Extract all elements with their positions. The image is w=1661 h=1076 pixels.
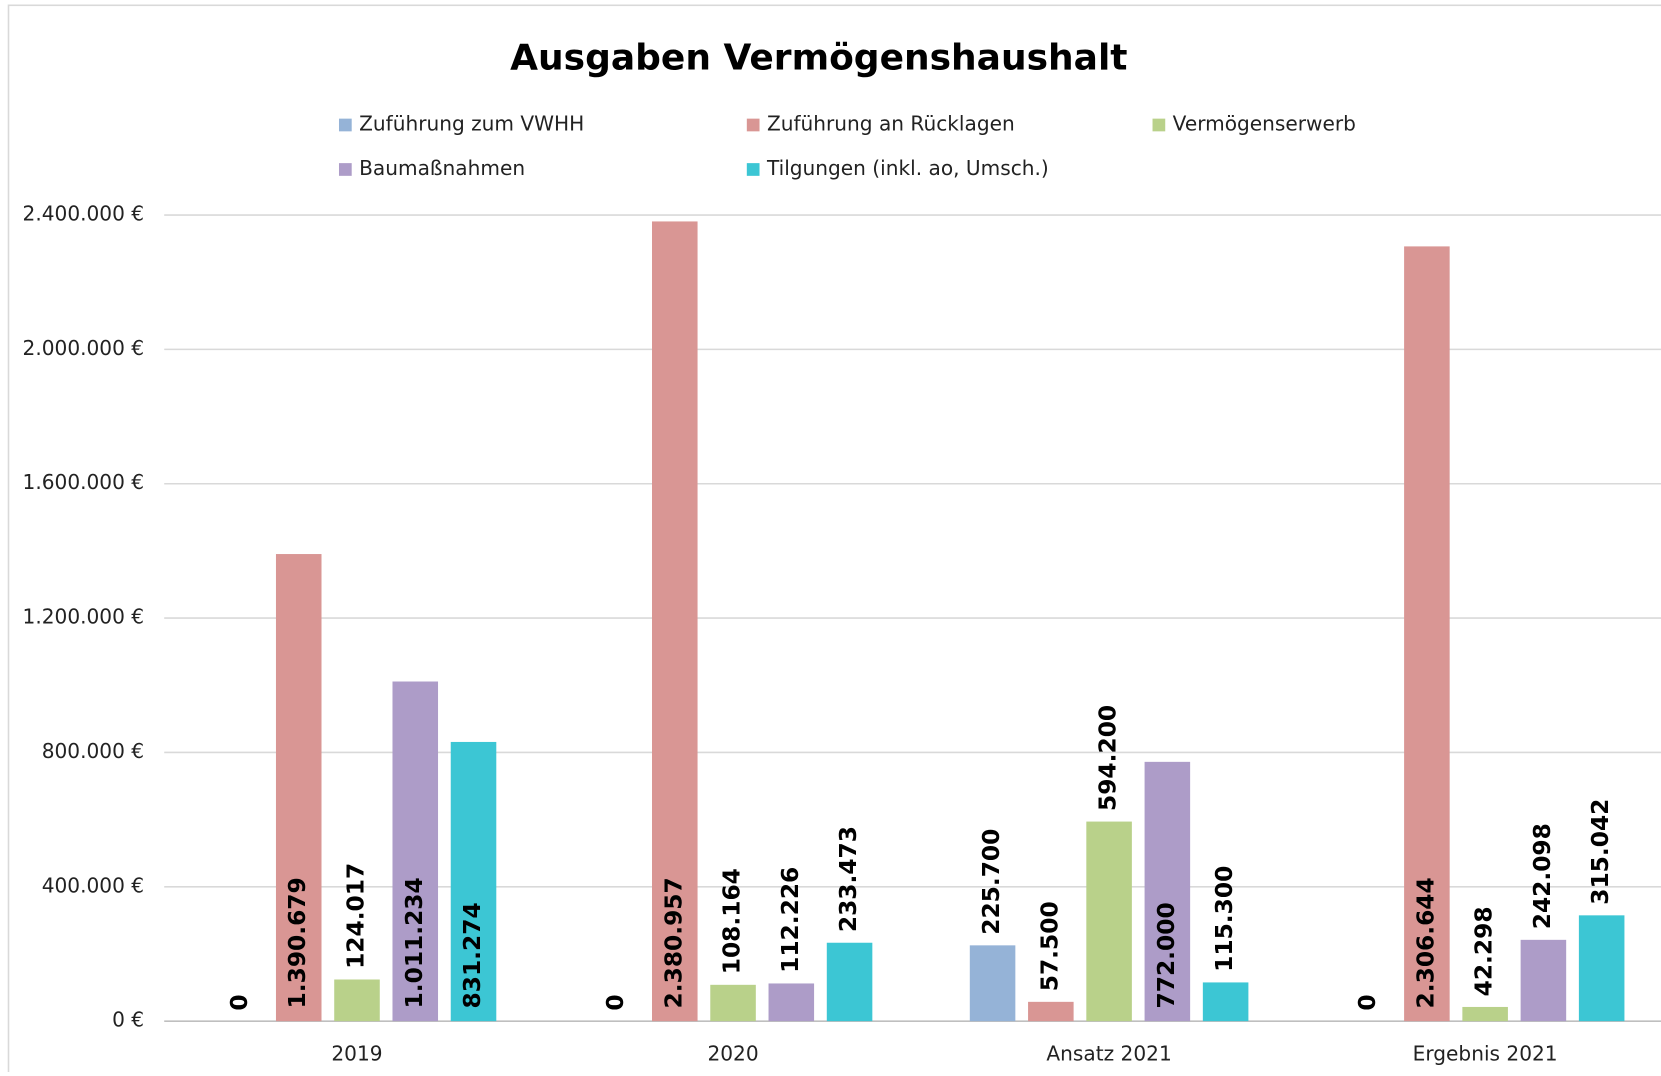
data-label: 124.017: [342, 863, 369, 969]
data-label: 0: [602, 994, 629, 1010]
bar: [1462, 1006, 1508, 1022]
bar: [450, 741, 497, 1022]
data-label: 772.000: [1153, 902, 1180, 1008]
legend-swatch: [746, 163, 760, 176]
legend-swatch: [1152, 118, 1166, 132]
x-tick-label: Ansatz 2021: [1046, 1042, 1171, 1066]
data-label: 112.226: [777, 867, 804, 973]
y-tick-label: 1.600.000 €: [23, 470, 145, 494]
data-label: 108.164: [719, 868, 746, 974]
bar: [334, 979, 380, 1022]
data-label: 42.298: [1471, 906, 1498, 996]
data-label: 242.098: [1529, 823, 1556, 929]
data-label: 233.473: [835, 826, 862, 932]
bar: [826, 942, 873, 1022]
bar: [969, 945, 1016, 1022]
legend-swatch: [338, 118, 352, 132]
bar: [1086, 821, 1132, 1022]
bar: [1144, 761, 1191, 1022]
data-label: 1.011.234: [401, 877, 428, 1008]
y-tick-label: 0 €: [112, 1008, 144, 1032]
data-label: 57.500: [1036, 901, 1063, 991]
data-label: 1.390.679: [284, 877, 311, 1008]
x-tick-label: 2019: [331, 1042, 382, 1066]
y-tick-label: 2.000.000 €: [23, 336, 145, 360]
bar: [1202, 982, 1249, 1022]
legend-label: Baumaßnahmen: [359, 156, 525, 180]
bar: [392, 681, 439, 1022]
bar: [710, 984, 756, 1022]
data-label: 115.300: [1211, 866, 1238, 972]
legend-label: Vermögenserwerb: [1173, 111, 1356, 135]
legend-label: Zuführung an Rücklagen: [767, 111, 1015, 135]
chart-title: Ausgaben Vermögenshaushalt: [510, 37, 1127, 78]
data-label: 0: [1354, 994, 1381, 1010]
legend-swatch: [746, 118, 760, 132]
data-label: 594.200: [1095, 705, 1122, 811]
y-tick-label: 800.000 €: [42, 739, 144, 763]
data-label: 2.380.957: [660, 877, 687, 1008]
y-tick-label: 1.200.000 €: [23, 605, 145, 629]
bar: [1578, 915, 1625, 1022]
bar: [1520, 939, 1567, 1022]
legend-label: Tilgungen (inkl. ao, Umsch.): [766, 156, 1049, 180]
data-label: 225.700: [978, 829, 1005, 935]
legend-swatch: [338, 163, 352, 176]
x-tick-label: Ergebnis 2021: [1413, 1042, 1558, 1066]
data-label: 315.042: [1587, 799, 1614, 905]
data-label: 2.306.644: [1412, 877, 1439, 1008]
data-label: 831.274: [459, 902, 486, 1008]
bar: [1028, 1001, 1074, 1022]
bar: [275, 554, 322, 1022]
bar: [768, 983, 815, 1022]
y-tick-label: 400.000 €: [42, 873, 144, 897]
bar: [1404, 246, 1450, 1022]
data-label: 0: [226, 994, 253, 1010]
x-tick-label: 2020: [707, 1042, 758, 1066]
bar: [652, 221, 698, 1022]
y-tick-label: 2.400.000 €: [23, 202, 145, 226]
legend-label: Zuführung zum VWHH: [359, 111, 584, 135]
